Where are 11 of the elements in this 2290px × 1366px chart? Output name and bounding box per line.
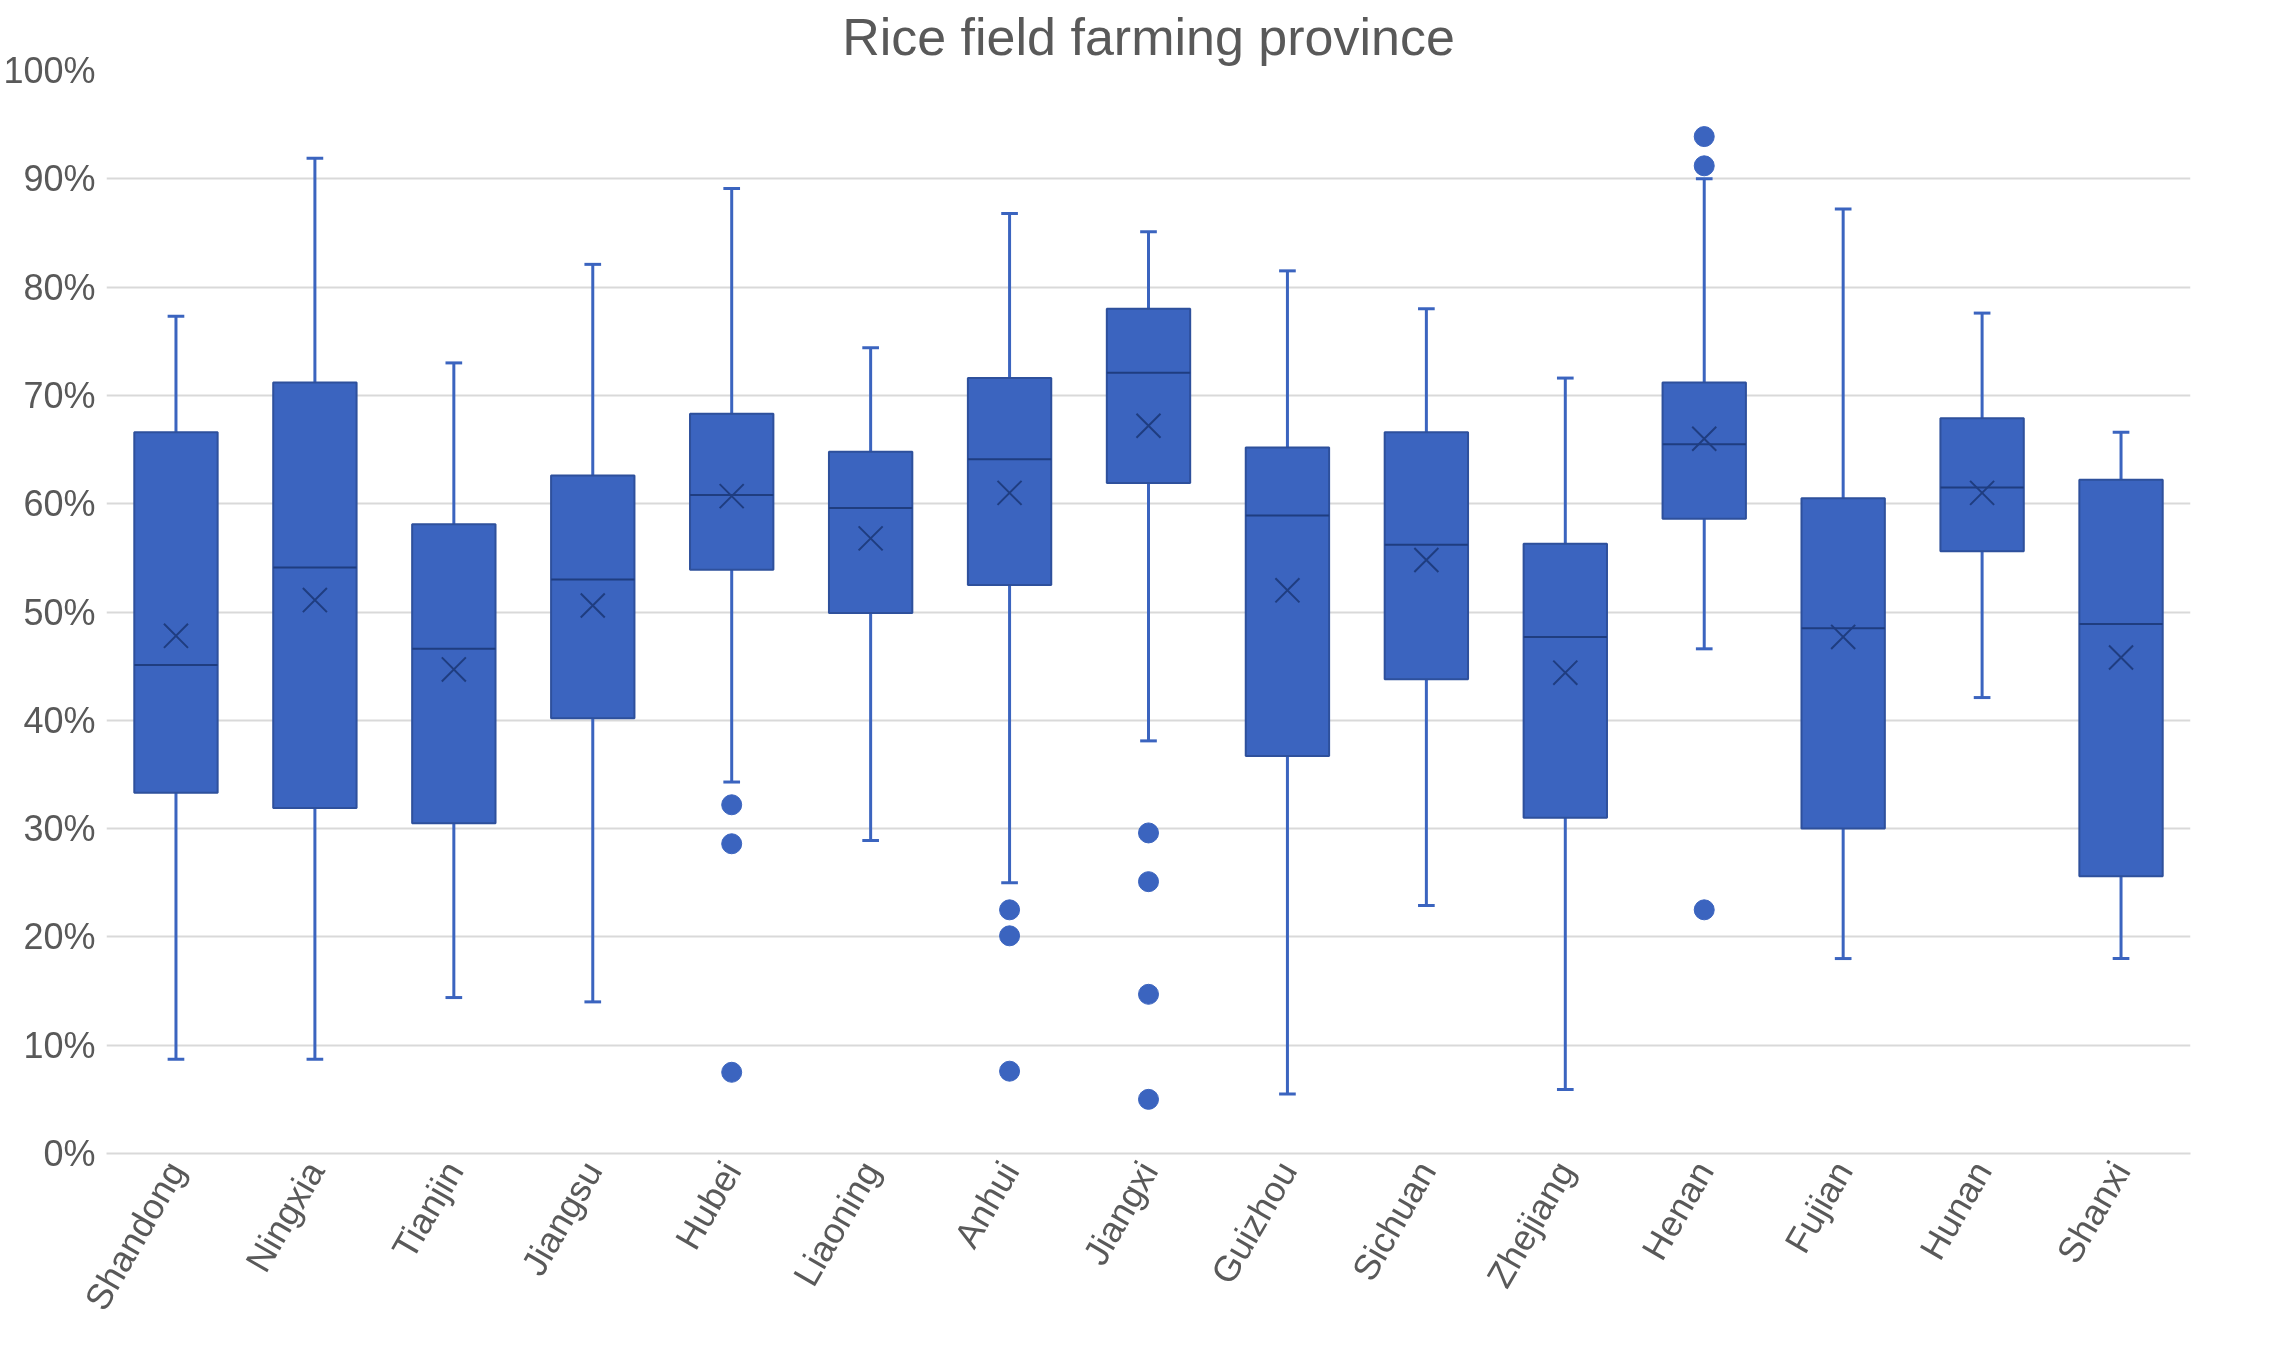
y-tick-label: 90% bbox=[23, 158, 96, 200]
y-tick-label: 10% bbox=[23, 1024, 96, 1066]
y-tick-label: 50% bbox=[23, 591, 96, 633]
y-tick-label: 30% bbox=[23, 808, 96, 850]
y-tick-label: 80% bbox=[23, 266, 96, 308]
chart-title: Rice field farming province bbox=[842, 7, 1455, 66]
y-tick-label: 20% bbox=[23, 916, 96, 958]
y-tick-label: 40% bbox=[23, 699, 96, 741]
y-tick-label: 60% bbox=[23, 483, 96, 525]
y-tick-label: 70% bbox=[23, 374, 96, 416]
y-tick-label: 100% bbox=[3, 50, 96, 91]
